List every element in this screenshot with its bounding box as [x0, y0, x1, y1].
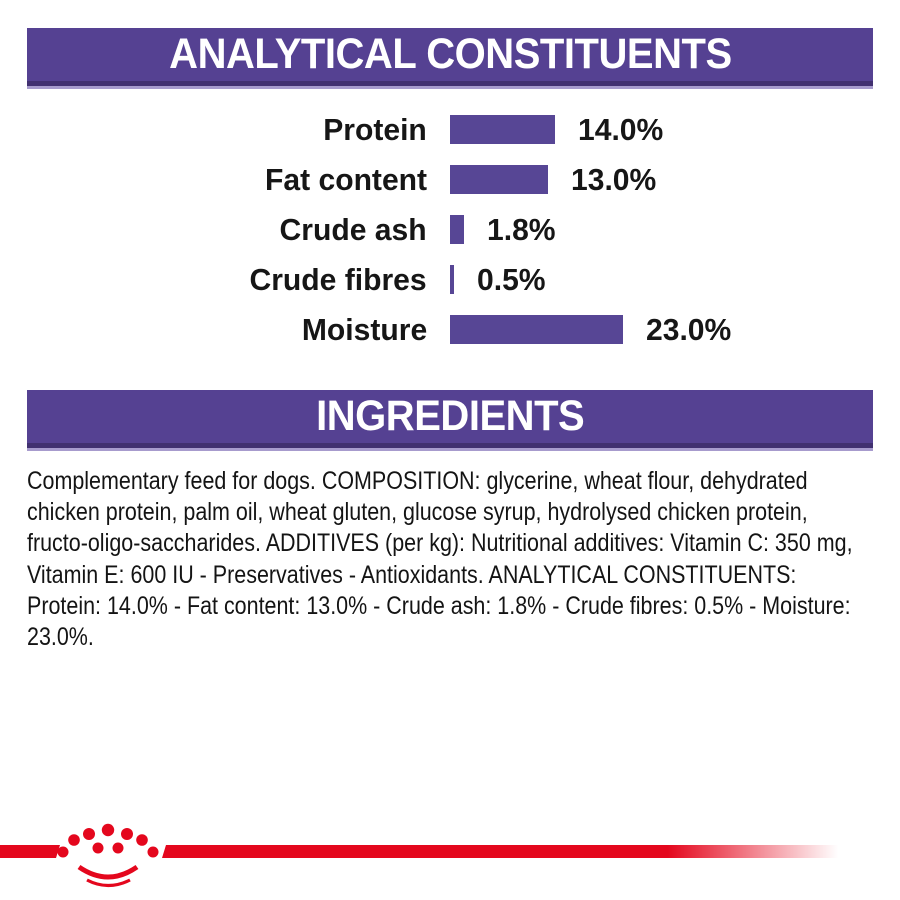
footer-stripe-left	[0, 845, 60, 858]
bar-value: 23.0%	[645, 312, 732, 347]
ingredients-banner: INGREDIENTS	[27, 390, 873, 451]
banner-highlight-line	[27, 86, 873, 89]
bar-label: Moisture	[301, 312, 427, 347]
banner-fill: INGREDIENTS	[27, 390, 873, 443]
chart-row-protein: Protein 14.0%	[0, 112, 900, 147]
chart-row-crude-ash: Crude ash 1.8%	[0, 212, 900, 247]
bar-crude-ash	[450, 215, 464, 244]
bar-label: Fat content	[264, 162, 427, 197]
bar-crude-fibres	[450, 265, 454, 294]
banner-shadow-line	[27, 443, 873, 448]
banner-fill: ANALYTICAL CONSTITUENTS	[27, 28, 873, 81]
bar-value: 0.5%	[476, 262, 546, 297]
chart-row-crude-fibres: Crude fibres 0.5%	[0, 262, 900, 297]
footer-stripe-right	[162, 845, 845, 858]
bar-moisture	[450, 315, 623, 344]
bar-fat-content	[450, 165, 548, 194]
royal-canin-crown-logo-icon	[57, 823, 159, 888]
ingredients-text: Complementary feed for dogs. COMPOSITION…	[27, 467, 853, 652]
bar-value: 13.0%	[570, 162, 657, 197]
analytical-constituents-title: ANALYTICAL CONSTITUENTS	[168, 30, 732, 78]
bar-value: 14.0%	[578, 112, 664, 147]
bar-value: 1.8%	[486, 212, 556, 247]
bar-protein	[450, 115, 556, 144]
bar-label: Protein	[323, 112, 427, 147]
bar-label: Crude ash	[279, 212, 427, 247]
chart-row-moisture: Moisture 23.0%	[0, 312, 900, 347]
banner-highlight-line	[27, 448, 873, 451]
ingredients-title: INGREDIENTS	[315, 392, 585, 440]
chart-row-fat-content: Fat content 13.0%	[0, 162, 900, 197]
banner-shadow-line	[27, 81, 873, 86]
bar-label: Crude fibres	[249, 262, 427, 297]
analytical-constituents-banner: ANALYTICAL CONSTITUENTS	[27, 28, 873, 89]
